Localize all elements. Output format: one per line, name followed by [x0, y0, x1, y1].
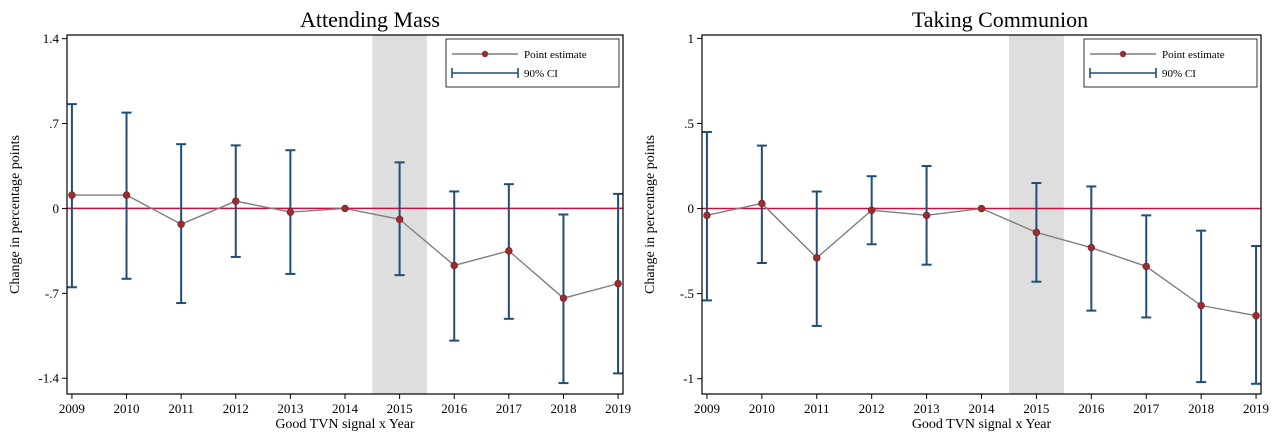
x-tick-label: 2009 [694, 401, 720, 416]
x-tick-label: 2014 [332, 401, 359, 416]
point-marker-2013 [286, 208, 295, 216]
y-tick-label: -.5 [680, 286, 694, 301]
x-tick-label: 2009 [59, 401, 85, 416]
y-tick-label: -1.4 [38, 371, 59, 386]
y-tick-label: -.7 [45, 286, 60, 301]
point-marker-2012 [232, 197, 240, 205]
point-estimate-line [706, 202, 1257, 317]
point-marker-2018 [1197, 301, 1205, 310]
legend-marker-swatch [1119, 50, 1127, 58]
x-tick-label: 2012 [859, 401, 885, 416]
x-tick-label: 2011 [168, 401, 194, 416]
y-tick-label: .5 [684, 116, 694, 131]
x-tick-label: 2015 [387, 401, 413, 416]
x-tick-label: 2017 [1133, 401, 1160, 416]
x-tick-label: 2019 [1243, 401, 1269, 416]
legend-point-label: Point estimate [524, 49, 587, 61]
point-marker-2017 [505, 247, 513, 255]
legend-marker-swatch [481, 50, 489, 58]
legend-ci-label: 90% CI [524, 68, 558, 80]
y-tick-label: 0 [688, 201, 695, 216]
x-tick-label: 2017 [496, 401, 523, 416]
point-marker-2009 [68, 191, 76, 199]
point-marker-2013 [922, 211, 931, 220]
y-tick-label: 1 [688, 31, 695, 46]
point-marker-2015 [395, 215, 404, 224]
x-tick-label: 2013 [277, 401, 303, 416]
x-tick-label: 2010 [114, 401, 140, 416]
point-marker-2014 [341, 204, 349, 213]
x-axis-label: Good TVN signal x Year [912, 417, 1052, 432]
x-tick-label: 2018 [1188, 401, 1214, 416]
point-marker-2019 [614, 279, 622, 288]
y-tick-label: 1.4 [43, 31, 60, 46]
y-tick-label: .7 [49, 116, 59, 131]
plot-frame [66, 34, 624, 395]
legend: Point estimate 90% CI [445, 38, 620, 88]
x-tick-label: 2013 [914, 401, 940, 416]
x-tick-label: 2011 [804, 401, 830, 416]
x-tick-label: 2010 [749, 401, 775, 416]
legend-ci-swatch [1089, 68, 1157, 78]
y-tick-label: 0 [53, 201, 60, 216]
legend-ci-swatch [451, 68, 519, 78]
x-tick-label: 2012 [223, 401, 249, 416]
point-marker-2016 [450, 261, 458, 270]
point-marker-2010 [122, 191, 131, 199]
x-tick-label: 2019 [605, 401, 631, 416]
legend-ci-label: 90% CI [1162, 68, 1196, 80]
point-marker-2019 [1252, 312, 1260, 320]
x-tick-label: 2018 [550, 401, 576, 416]
point-marker-2009 [703, 211, 711, 220]
x-tick-label: 2016 [1078, 401, 1105, 416]
point-marker-2010 [758, 199, 766, 208]
x-tick-label: 2014 [969, 401, 996, 416]
point-marker-2015 [1032, 228, 1041, 237]
point-marker-2012 [867, 206, 876, 214]
chart-title: Attending Mass [300, 7, 440, 32]
point-marker-2017 [1142, 262, 1150, 271]
x-axis-label: Good TVN signal x Year [275, 417, 415, 432]
y-axis-label: Change in percentage points [643, 135, 658, 294]
legend: Point estimate 90% CI [1083, 38, 1258, 88]
chart-title: Taking Communion [912, 7, 1088, 32]
legend-box [1083, 38, 1258, 88]
x-tick-label: 2015 [1023, 401, 1049, 416]
legend-point-label: Point estimate [1162, 49, 1225, 61]
plot-frame [701, 34, 1262, 395]
point-marker-2011 [177, 220, 185, 228]
point-marker-2014 [977, 204, 986, 213]
point-marker-2018 [559, 294, 568, 302]
legend-box [445, 38, 620, 88]
point-marker-2011 [813, 254, 821, 262]
x-tick-label: 2016 [441, 401, 468, 416]
point-marker-2016 [1087, 243, 1096, 252]
y-axis-label: Change in percentage points [8, 135, 23, 294]
y-tick-label: -1 [683, 371, 694, 386]
